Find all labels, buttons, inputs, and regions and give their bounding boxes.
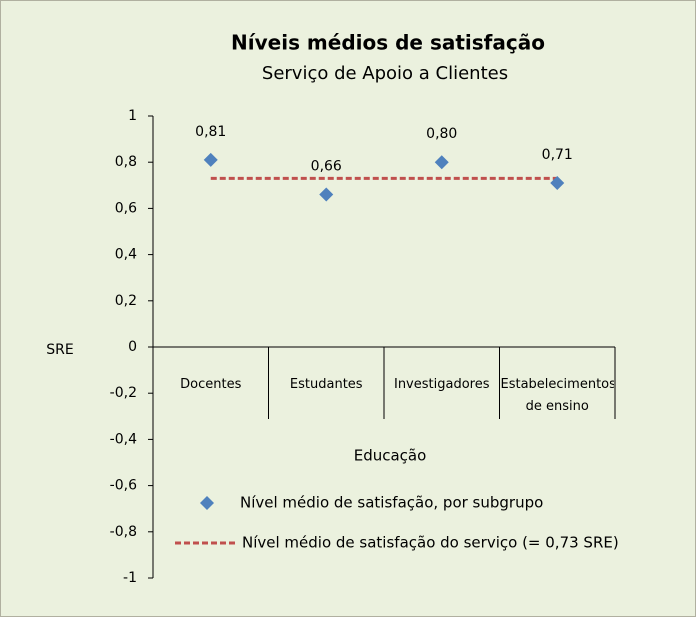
y-tick-label: 0 bbox=[128, 339, 137, 355]
y-tick-label: 1 bbox=[128, 108, 137, 124]
y-tick-label: 0,4 bbox=[115, 247, 137, 263]
data-label: 0,81 bbox=[195, 124, 226, 140]
y-tick-label: 0,2 bbox=[115, 293, 137, 309]
data-point bbox=[203, 152, 218, 167]
data-label: 0,80 bbox=[426, 126, 457, 142]
x-tick-label: Docentes bbox=[180, 377, 242, 392]
y-tick-label: 0,6 bbox=[115, 200, 137, 216]
legend-marker bbox=[200, 496, 214, 510]
y-tick-label: -0,6 bbox=[110, 478, 137, 494]
chart-subtitle: Serviço de Apoio a Clientes bbox=[262, 63, 508, 84]
data-point bbox=[434, 155, 449, 170]
chart-title: Níveis médios de satisfação bbox=[231, 31, 545, 55]
legend-label: Nível médio de satisfação, por subgrupo bbox=[240, 494, 543, 512]
x-tick-label: Estabelecimentos de ensino bbox=[500, 377, 615, 414]
y-tick-label: -1 bbox=[123, 570, 137, 586]
y-tick-label: -0,2 bbox=[110, 385, 137, 401]
y-tick-label: -0,8 bbox=[110, 524, 137, 540]
x-tick-label: Investigadores bbox=[393, 377, 490, 392]
y-axis-label: SRE bbox=[46, 342, 73, 358]
data-label: 0,66 bbox=[311, 159, 342, 175]
y-tick-label: 0,8 bbox=[115, 154, 137, 170]
data-point bbox=[550, 175, 565, 190]
x-tick-label-box: Docentes bbox=[180, 377, 242, 392]
data-point bbox=[319, 187, 334, 202]
x-tick-label-box: Estudantes bbox=[289, 377, 363, 392]
x-axis-label: Educação bbox=[354, 447, 427, 465]
legend-label: Nível médio de satisfação do serviço (= … bbox=[242, 534, 619, 552]
x-tick-label: Estudantes bbox=[289, 377, 363, 392]
x-tick-label-box: Investigadores bbox=[393, 377, 490, 392]
y-tick-label: -0,4 bbox=[110, 431, 137, 447]
data-label: 0,71 bbox=[542, 147, 573, 163]
x-tick-label-box: Estabelecimentos de ensino bbox=[500, 377, 615, 414]
